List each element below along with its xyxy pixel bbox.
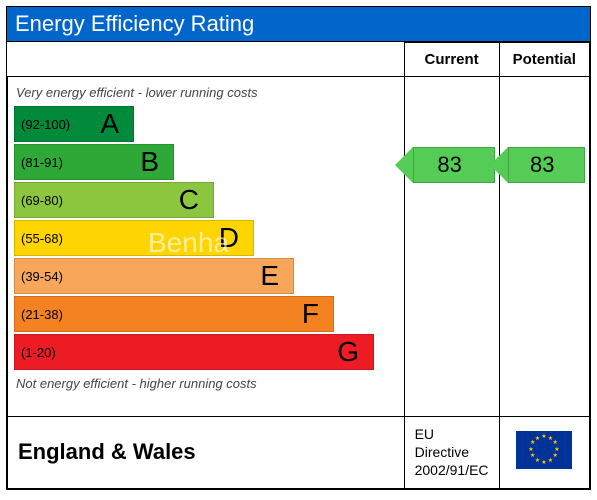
eu-star: ★ — [553, 452, 558, 459]
band-letter: D — [219, 222, 239, 254]
band-b: (81-91) B — [14, 144, 174, 180]
band-range: (69-80) — [21, 193, 63, 208]
band-range: (55-68) — [21, 231, 63, 246]
flag-cell: ★★★★★★★★★★★★ — [499, 417, 589, 489]
eu-star: ★ — [541, 459, 546, 466]
eu-star: ★ — [548, 457, 553, 464]
band-range: (81-91) — [21, 155, 63, 170]
current-cell: 83 — [404, 77, 499, 417]
eu-star: ★ — [541, 433, 546, 440]
title-text: Energy Efficiency Rating — [15, 11, 254, 36]
eu-star: ★ — [528, 446, 533, 453]
band-range: (39-54) — [21, 269, 63, 284]
rating-table: Current Potential Very energy efficient … — [7, 42, 590, 489]
band-a: (92-100) A — [14, 106, 134, 142]
current-value: 83 — [427, 152, 461, 178]
eu-star: ★ — [530, 452, 535, 459]
potential-value: 83 — [520, 152, 554, 178]
band-range: (92-100) — [21, 117, 70, 132]
eu-star: ★ — [535, 435, 540, 442]
eu-flag-icon: ★★★★★★★★★★★★ — [516, 431, 572, 469]
band-f: (21-38) F — [14, 296, 334, 332]
blank-header — [8, 43, 405, 77]
epc-chart: Energy Efficiency Rating Current Potenti… — [6, 6, 591, 490]
band-range: (1-20) — [21, 345, 56, 360]
band-letter: A — [100, 108, 119, 140]
bars-container: (92-100) A (81-91) B (69-80) C (55-68) D (39-54)… — [14, 106, 404, 370]
band-letter: F — [302, 298, 319, 330]
directive-line1: EU Directive — [415, 426, 469, 460]
bottom-note: Not energy efficient - higher running co… — [16, 376, 404, 391]
region-text: England & Wales — [18, 439, 196, 464]
bands-cell: Very energy efficient - lower running co… — [8, 77, 405, 417]
band-d: (55-68) D — [14, 220, 254, 256]
potential-cell: 83 — [499, 77, 589, 417]
title-bar: Energy Efficiency Rating — [7, 7, 590, 42]
current-arrow: 83 — [395, 147, 495, 183]
band-g: (1-20) G — [14, 334, 374, 370]
current-header: Current — [404, 43, 499, 77]
band-letter: B — [140, 146, 159, 178]
footer-row: England & Wales EU Directive 2002/91/EC … — [8, 417, 590, 489]
potential-header: Potential — [499, 43, 589, 77]
directive-cell: EU Directive 2002/91/EC — [404, 417, 499, 489]
band-range: (21-38) — [21, 307, 63, 322]
header-row: Current Potential — [8, 43, 590, 77]
top-note: Very energy efficient - lower running co… — [16, 85, 404, 100]
band-e: (39-54) E — [14, 258, 294, 294]
potential-arrow: 83 — [490, 147, 585, 183]
band-letter: G — [337, 336, 359, 368]
band-c: (69-80) C — [14, 182, 214, 218]
band-letter: E — [260, 260, 279, 292]
chart-row: Very energy efficient - lower running co… — [8, 77, 590, 417]
band-letter: C — [179, 184, 199, 216]
region-cell: England & Wales — [8, 417, 405, 489]
eu-star: ★ — [535, 457, 540, 464]
directive-line2: 2002/91/EC — [415, 462, 489, 478]
